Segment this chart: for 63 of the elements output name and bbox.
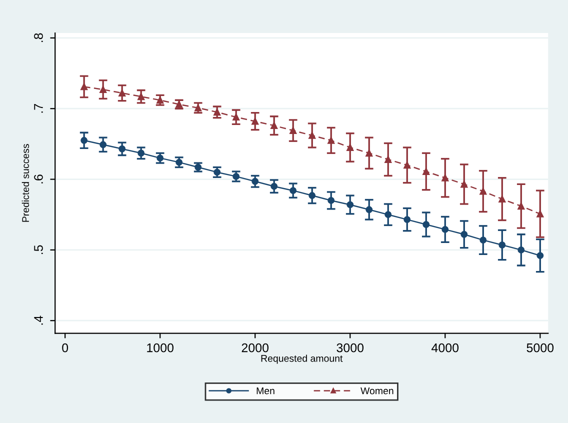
point: [290, 187, 297, 194]
point: [518, 202, 525, 210]
x-axis-title: Requested amount: [261, 354, 343, 364]
y-axis-title: Predicted success: [22, 144, 30, 222]
point: [498, 196, 506, 203]
point: [118, 145, 126, 152]
point: [404, 216, 411, 224]
point: [480, 236, 487, 244]
point: [480, 188, 487, 195]
point: [518, 246, 525, 254]
point: [100, 86, 107, 93]
point: [346, 144, 354, 151]
point: [232, 172, 240, 180]
point: [214, 108, 221, 116]
point: [498, 242, 506, 248]
point: [176, 158, 183, 166]
point: [346, 201, 354, 208]
x-tick-label: 4000: [432, 343, 459, 352]
point: [270, 122, 278, 130]
x-tick-label: 1000: [147, 343, 174, 352]
x-tick-label: 5000: [526, 343, 554, 352]
x-tick-label: 3000: [336, 343, 364, 352]
x-tick-label: 0: [62, 343, 68, 352]
x-tick-label: 2000: [242, 343, 269, 352]
point: [138, 150, 145, 157]
point: [270, 182, 278, 190]
point: [290, 127, 297, 134]
point: [80, 83, 88, 90]
y-tick-label: .8: [34, 33, 43, 42]
point: [214, 168, 221, 176]
legend-label: Women: [360, 387, 394, 394]
point: [308, 192, 316, 199]
point: [384, 156, 392, 163]
point: [422, 221, 430, 228]
y-tick-label: .5: [34, 245, 43, 254]
y-tick-label: .4: [34, 316, 43, 325]
point: [194, 104, 202, 112]
point: [442, 174, 449, 182]
legend-label: Men: [256, 387, 274, 394]
point: [80, 136, 88, 144]
point: [460, 180, 468, 188]
point: [460, 230, 468, 238]
point: [366, 150, 373, 157]
point: [252, 118, 259, 125]
point: [328, 197, 335, 204]
point: [100, 141, 107, 148]
point: [422, 168, 430, 175]
y-tick-label: .6: [34, 174, 43, 184]
point: [404, 162, 411, 169]
point: [366, 206, 373, 214]
point: [442, 226, 449, 233]
point: [138, 93, 145, 100]
point: [536, 252, 544, 260]
point: [308, 132, 316, 139]
point: [156, 96, 164, 104]
point: [118, 90, 126, 97]
point: [384, 211, 392, 218]
point: [232, 114, 240, 121]
point: [536, 210, 544, 218]
y-tick-label: .7: [34, 104, 43, 113]
point: [156, 154, 164, 162]
point: [328, 136, 335, 144]
point: [252, 178, 259, 185]
